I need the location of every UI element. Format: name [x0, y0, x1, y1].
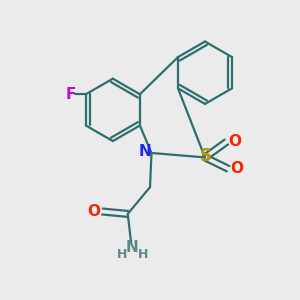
- Text: H: H: [137, 248, 148, 261]
- Text: O: O: [228, 134, 241, 149]
- Text: S: S: [200, 147, 212, 165]
- Text: H: H: [117, 248, 128, 261]
- Text: O: O: [88, 204, 100, 219]
- Text: N: N: [139, 144, 151, 159]
- Text: F: F: [65, 87, 76, 102]
- Text: N: N: [126, 240, 139, 255]
- Text: O: O: [230, 161, 243, 176]
